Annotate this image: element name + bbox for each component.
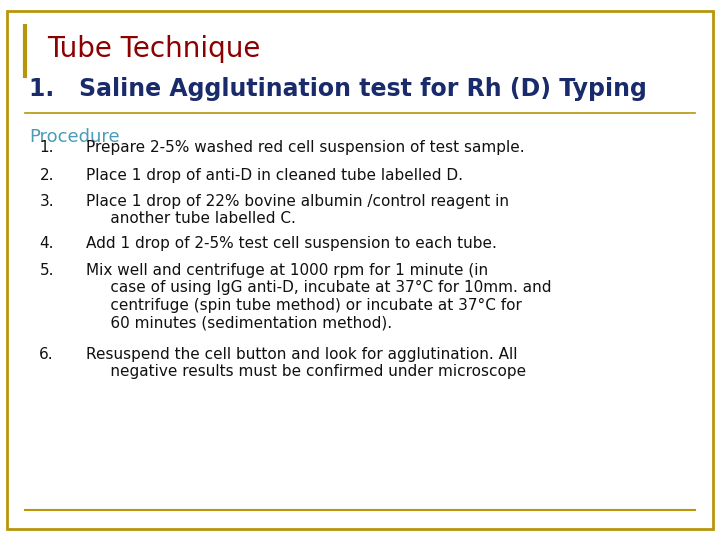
Text: Tube Technique: Tube Technique (47, 35, 260, 63)
Text: Procedure: Procedure (29, 128, 120, 146)
Text: Add 1 drop of 2-5% test cell suspension to each tube.: Add 1 drop of 2-5% test cell suspension … (86, 236, 498, 251)
Text: Resuspend the cell button and look for agglutination. All
     negative results : Resuspend the cell button and look for a… (86, 347, 526, 379)
Text: 6.: 6. (40, 347, 54, 362)
Text: 3.: 3. (40, 194, 54, 209)
FancyBboxPatch shape (7, 11, 713, 529)
Text: Mix well and centrifuge at 1000 rpm for 1 minute (in
     case of using IgG anti: Mix well and centrifuge at 1000 rpm for … (86, 263, 552, 330)
Text: 1.   Saline Agglutination test for Rh (D) Typing: 1. Saline Agglutination test for Rh (D) … (29, 77, 647, 101)
Text: Place 1 drop of anti-D in cleaned tube labelled D.: Place 1 drop of anti-D in cleaned tube l… (86, 168, 464, 184)
Text: Prepare 2-5% washed red cell suspension of test sample.: Prepare 2-5% washed red cell suspension … (86, 140, 525, 156)
Text: 4.: 4. (40, 236, 54, 251)
Text: 1.: 1. (40, 140, 54, 156)
Text: 2.: 2. (40, 168, 54, 184)
Text: Place 1 drop of 22% bovine albumin /control reagent in
     another tube labelle: Place 1 drop of 22% bovine albumin /cont… (86, 194, 510, 226)
Text: 5.: 5. (40, 263, 54, 278)
